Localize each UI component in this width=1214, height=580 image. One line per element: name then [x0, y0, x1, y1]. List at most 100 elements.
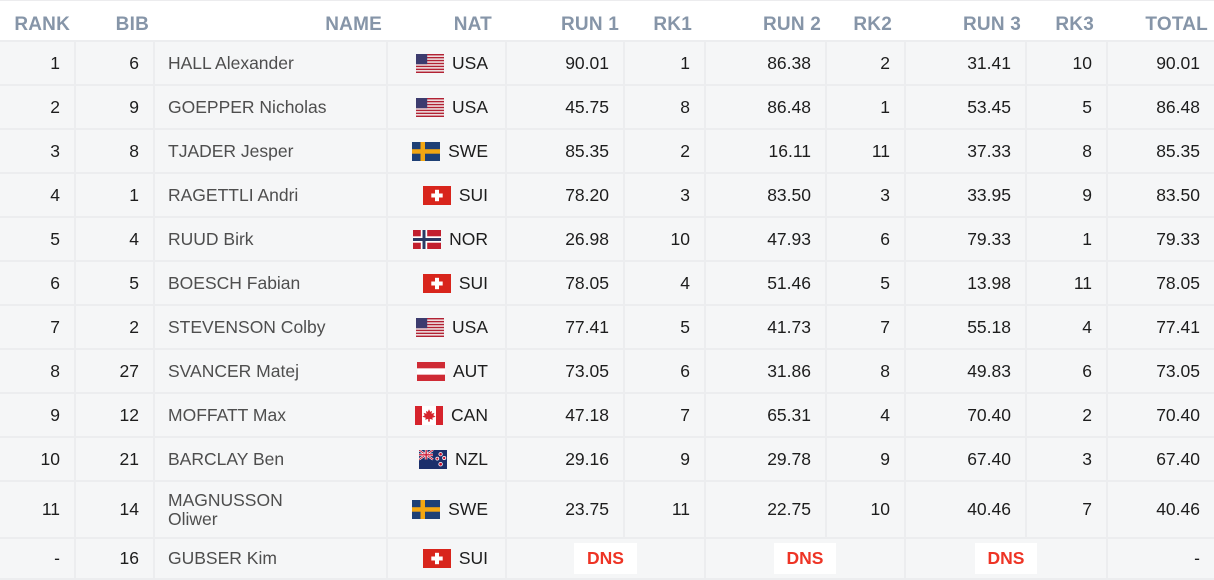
table-row: 2 9 GOEPPER Nicholas USA 45.75 8 86.48 1 53.45 5 8… — [0, 84, 1214, 128]
nat-code: NZL — [454, 448, 488, 469]
rank-cell: 7 — [0, 304, 76, 348]
nat-code: NOR — [449, 228, 488, 249]
table-row: 3 8 TJADER Jesper SWE 85.35 2 16.11 11 37.33 8 85.… — [0, 128, 1214, 172]
flag-sui-icon — [422, 273, 451, 293]
dns-badge: DNS — [974, 543, 1038, 574]
athlete-name-cell: SVANCER Matej — [155, 348, 388, 392]
run3-rank-cell: 5 — [1027, 84, 1108, 128]
run1-rank-cell: 2 — [625, 128, 706, 172]
run1-rank-cell: 11 — [625, 480, 706, 537]
run-status-cell: DNS — [507, 537, 706, 580]
run2-score-cell: 65.31 — [706, 392, 827, 436]
run3-score-cell: 53.45 — [906, 84, 1027, 128]
rank-cell: 9 — [0, 392, 76, 436]
run1-rank-cell: 5 — [625, 304, 706, 348]
run3-rank-cell: 1 — [1027, 216, 1108, 260]
bib-cell: 4 — [76, 216, 155, 260]
total-score-cell: 77.41 — [1108, 304, 1214, 348]
column-header-rk3: RK3 — [1027, 1, 1108, 40]
bib-cell: 6 — [76, 40, 155, 84]
run2-score-cell: 47.93 — [706, 216, 827, 260]
run2-rank-cell: 5 — [827, 260, 906, 304]
run1-score-cell: 90.01 — [507, 40, 625, 84]
total-score-cell: 70.40 — [1108, 392, 1214, 436]
nat-code: SWE — [448, 140, 488, 161]
athlete-name-cell: STEVENSON Colby — [155, 304, 388, 348]
flag-sui-icon — [422, 185, 451, 205]
column-header-bib: BIB — [76, 1, 155, 40]
column-header-rank: RANK — [0, 1, 76, 40]
run3-rank-cell: 10 — [1027, 40, 1108, 84]
nat-cell: SUI — [388, 260, 507, 304]
table-row: 6 5 BOESCH Fabian SUI 78.05 4 51.46 5 13.98 11 78.… — [0, 260, 1214, 304]
run2-rank-cell: 7 — [827, 304, 906, 348]
nat-cell: SWE — [388, 128, 507, 172]
bib-cell: 21 — [76, 436, 155, 480]
run3-score-cell: 79.33 — [906, 216, 1027, 260]
column-header-name: NAME — [155, 1, 388, 40]
rank-cell: - — [0, 537, 76, 580]
flag-can-icon — [415, 405, 444, 425]
run1-rank-cell: 7 — [625, 392, 706, 436]
flag-swe-icon — [412, 141, 441, 161]
run2-score-cell: 29.78 — [706, 436, 827, 480]
run3-score-cell: 13.98 — [906, 260, 1027, 304]
run-status-cell: DNS — [706, 537, 906, 580]
run2-rank-cell: 2 — [827, 40, 906, 84]
run2-score-cell: 86.48 — [706, 84, 827, 128]
total-score-cell: 83.50 — [1108, 172, 1214, 216]
flag-nor-icon — [413, 229, 442, 249]
dns-badge: DNS — [574, 543, 637, 574]
rank-cell: 5 — [0, 216, 76, 260]
bib-cell: 5 — [76, 260, 155, 304]
total-score-cell: 90.01 — [1108, 40, 1214, 84]
total-score-cell: 78.05 — [1108, 260, 1214, 304]
rank-cell: 3 — [0, 128, 76, 172]
table-row: 1 6 HALL Alexander USA 90.01 1 86.38 2 31.41 10 90… — [0, 40, 1214, 84]
run1-score-cell: 23.75 — [507, 480, 625, 537]
rank-cell: 1 — [0, 40, 76, 84]
athlete-name-cell: HALL Alexander — [155, 40, 388, 84]
athlete-name-cell: MOFFATT Max — [155, 392, 388, 436]
column-header-run2: RUN 2 — [706, 1, 827, 40]
run3-rank-cell: 2 — [1027, 392, 1108, 436]
column-header-run3: RUN 3 — [906, 1, 1027, 40]
nat-code: USA — [452, 52, 488, 73]
run3-rank-cell: 11 — [1027, 260, 1108, 304]
run3-rank-cell: 7 — [1027, 480, 1108, 537]
run2-rank-cell: 3 — [827, 172, 906, 216]
run3-score-cell: 67.40 — [906, 436, 1027, 480]
run3-rank-cell: 4 — [1027, 304, 1108, 348]
run2-rank-cell: 4 — [827, 392, 906, 436]
column-header-rk2: RK2 — [827, 1, 906, 40]
run1-rank-cell: 3 — [625, 172, 706, 216]
nat-cell: AUT — [388, 348, 507, 392]
run1-score-cell: 45.75 — [507, 84, 625, 128]
table-row: 11 14 MAGNUSSON Oliwer SWE 23.75 11 22.75 10 40.… — [0, 480, 1214, 537]
nat-code: SUI — [458, 272, 488, 293]
run3-score-cell: 31.41 — [906, 40, 1027, 84]
rank-cell: 4 — [0, 172, 76, 216]
table-row: 10 21 BARCLAY Ben NZL 29.16 9 29.78 9 67.40 3 67.4… — [0, 436, 1214, 480]
run2-rank-cell: 1 — [827, 84, 906, 128]
athlete-name-cell: RUUD Birk — [155, 216, 388, 260]
total-score-cell: 67.40 — [1108, 436, 1214, 480]
run-status-cell: DNS — [906, 537, 1108, 580]
total-score-cell: 79.33 — [1108, 216, 1214, 260]
run3-score-cell: 70.40 — [906, 392, 1027, 436]
run1-rank-cell: 9 — [625, 436, 706, 480]
flag-swe-icon — [412, 500, 441, 519]
run2-score-cell: 86.38 — [706, 40, 827, 84]
run2-rank-cell: 11 — [827, 128, 906, 172]
bib-cell: 9 — [76, 84, 155, 128]
total-score-cell: 85.35 — [1108, 128, 1214, 172]
nat-cell: NOR — [388, 216, 507, 260]
run3-score-cell: 37.33 — [906, 128, 1027, 172]
bib-cell: 2 — [76, 304, 155, 348]
run3-rank-cell: 9 — [1027, 172, 1108, 216]
athlete-name-cell: RAGETTLI Andri — [155, 172, 388, 216]
run2-rank-cell: 8 — [827, 348, 906, 392]
run1-score-cell: 26.98 — [507, 216, 625, 260]
run1-rank-cell: 1 — [625, 40, 706, 84]
